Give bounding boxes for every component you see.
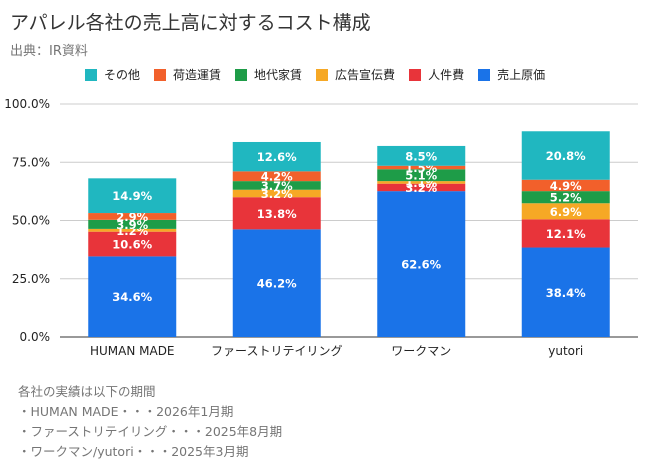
data-label: 62.6% — [401, 258, 441, 272]
legend-label-personnel: 人件費 — [428, 68, 465, 82]
bar-segment — [377, 169, 466, 182]
data-label: 3.7% — [261, 179, 293, 193]
bar-segment — [521, 203, 610, 220]
bar-segment — [88, 178, 177, 214]
y-tick-label: 25.0% — [12, 272, 50, 286]
bar-segment — [88, 256, 177, 337]
x-tick-label: yutori — [548, 344, 583, 358]
data-label: 3.9% — [116, 218, 148, 232]
bar-segment — [377, 191, 466, 337]
bar-segment — [377, 145, 466, 166]
data-label: 12.1% — [546, 227, 586, 241]
bar-segment — [232, 181, 321, 190]
data-label: 2.9% — [116, 210, 148, 224]
bar-segment — [232, 189, 321, 198]
data-label: 10.6% — [112, 238, 152, 252]
x-tick-label: HUMAN MADE — [90, 344, 175, 358]
legend-label-rent: 地代家賃 — [254, 68, 303, 82]
legend-item-cogs: 売上原価 — [478, 66, 545, 83]
data-label: 38.4% — [546, 286, 586, 300]
y-tick-label: 0.0% — [20, 330, 51, 344]
legend-label-shipping: 荷造運賃 — [173, 68, 222, 82]
legend-swatch-rent — [235, 68, 248, 81]
bar-segment — [521, 179, 610, 192]
legend-label-advertising: 広告宣伝費 — [335, 68, 396, 82]
legend-label-cogs: 売上原価 — [497, 68, 546, 82]
data-label: 13.8% — [257, 207, 297, 221]
data-label: 34.6% — [112, 290, 152, 304]
data-label: 5.1% — [405, 169, 437, 183]
data-label: 5.2% — [550, 191, 582, 205]
legend-item-advertising: 広告宣伝費 — [316, 66, 395, 83]
y-tick-label: 50.0% — [12, 214, 50, 228]
source-note: 出典：IR資料 — [10, 44, 88, 59]
chart-title: アパレル各社の売上高に対するコスト構成 — [10, 12, 371, 34]
legend-swatch-advertising — [316, 68, 329, 81]
bar-segment — [521, 131, 610, 180]
notes-line: ・ファーストリテイリング・・・2025年8月期 — [18, 424, 283, 439]
data-label: 3.2% — [405, 181, 437, 195]
data-label: 4.9% — [550, 179, 582, 193]
legend-swatch-cogs — [478, 68, 491, 81]
legend-swatch-shipping — [154, 68, 167, 81]
legend-item-other: その他 — [85, 66, 140, 83]
data-label: 3.2% — [261, 187, 293, 201]
bar-segment — [88, 231, 177, 257]
y-tick-label: 100.0% — [4, 97, 50, 111]
legend-label-other: その他 — [104, 68, 141, 82]
legend: その他 荷造運賃 地代家賃 広告宣伝費 人件費 売上原価 — [85, 66, 545, 83]
data-label: 6.9% — [550, 205, 582, 219]
x-tick-label: ワークマン — [391, 344, 451, 358]
bar-segment — [377, 183, 466, 192]
bar-segment — [232, 141, 321, 172]
notes-heading: 各社の実績は以下の期間 — [18, 384, 156, 399]
bar-segment — [232, 197, 321, 230]
data-label: 14.9% — [112, 189, 152, 203]
y-tick-label: 75.0% — [12, 155, 50, 169]
x-tick-label: ファーストリテイリング — [211, 344, 342, 358]
bar-segment — [521, 247, 610, 337]
bar-segment — [521, 191, 610, 204]
notes-line: ・ワークマン/yutori・・・2025年3月期 — [18, 444, 249, 459]
data-label: 4.2% — [261, 170, 293, 184]
data-label: 46.2% — [257, 277, 297, 291]
legend-swatch-personnel — [409, 68, 422, 81]
data-label: 8.5% — [405, 149, 437, 163]
legend-item-personnel: 人件費 — [409, 66, 464, 83]
bar-segment — [88, 213, 177, 220]
bar-segment — [521, 219, 610, 248]
legend-swatch-other — [85, 68, 97, 81]
bar-segment — [88, 228, 177, 232]
bar-segment — [232, 229, 321, 337]
data-label: 12.6% — [257, 150, 297, 164]
data-label: 20.8% — [546, 149, 586, 163]
bar-segment — [377, 165, 466, 170]
legend-item-rent: 地代家賃 — [235, 66, 302, 83]
bar-segment — [377, 181, 466, 184]
bar-segment — [232, 171, 321, 182]
bar-segment — [88, 219, 177, 229]
period-notes: 各社の実績は以下の期間 ・HUMAN MADE・・・2026年1月期 ・ファース… — [18, 382, 282, 462]
legend-item-shipping: 荷造運賃 — [154, 66, 221, 83]
notes-line: ・HUMAN MADE・・・2026年1月期 — [18, 404, 234, 419]
